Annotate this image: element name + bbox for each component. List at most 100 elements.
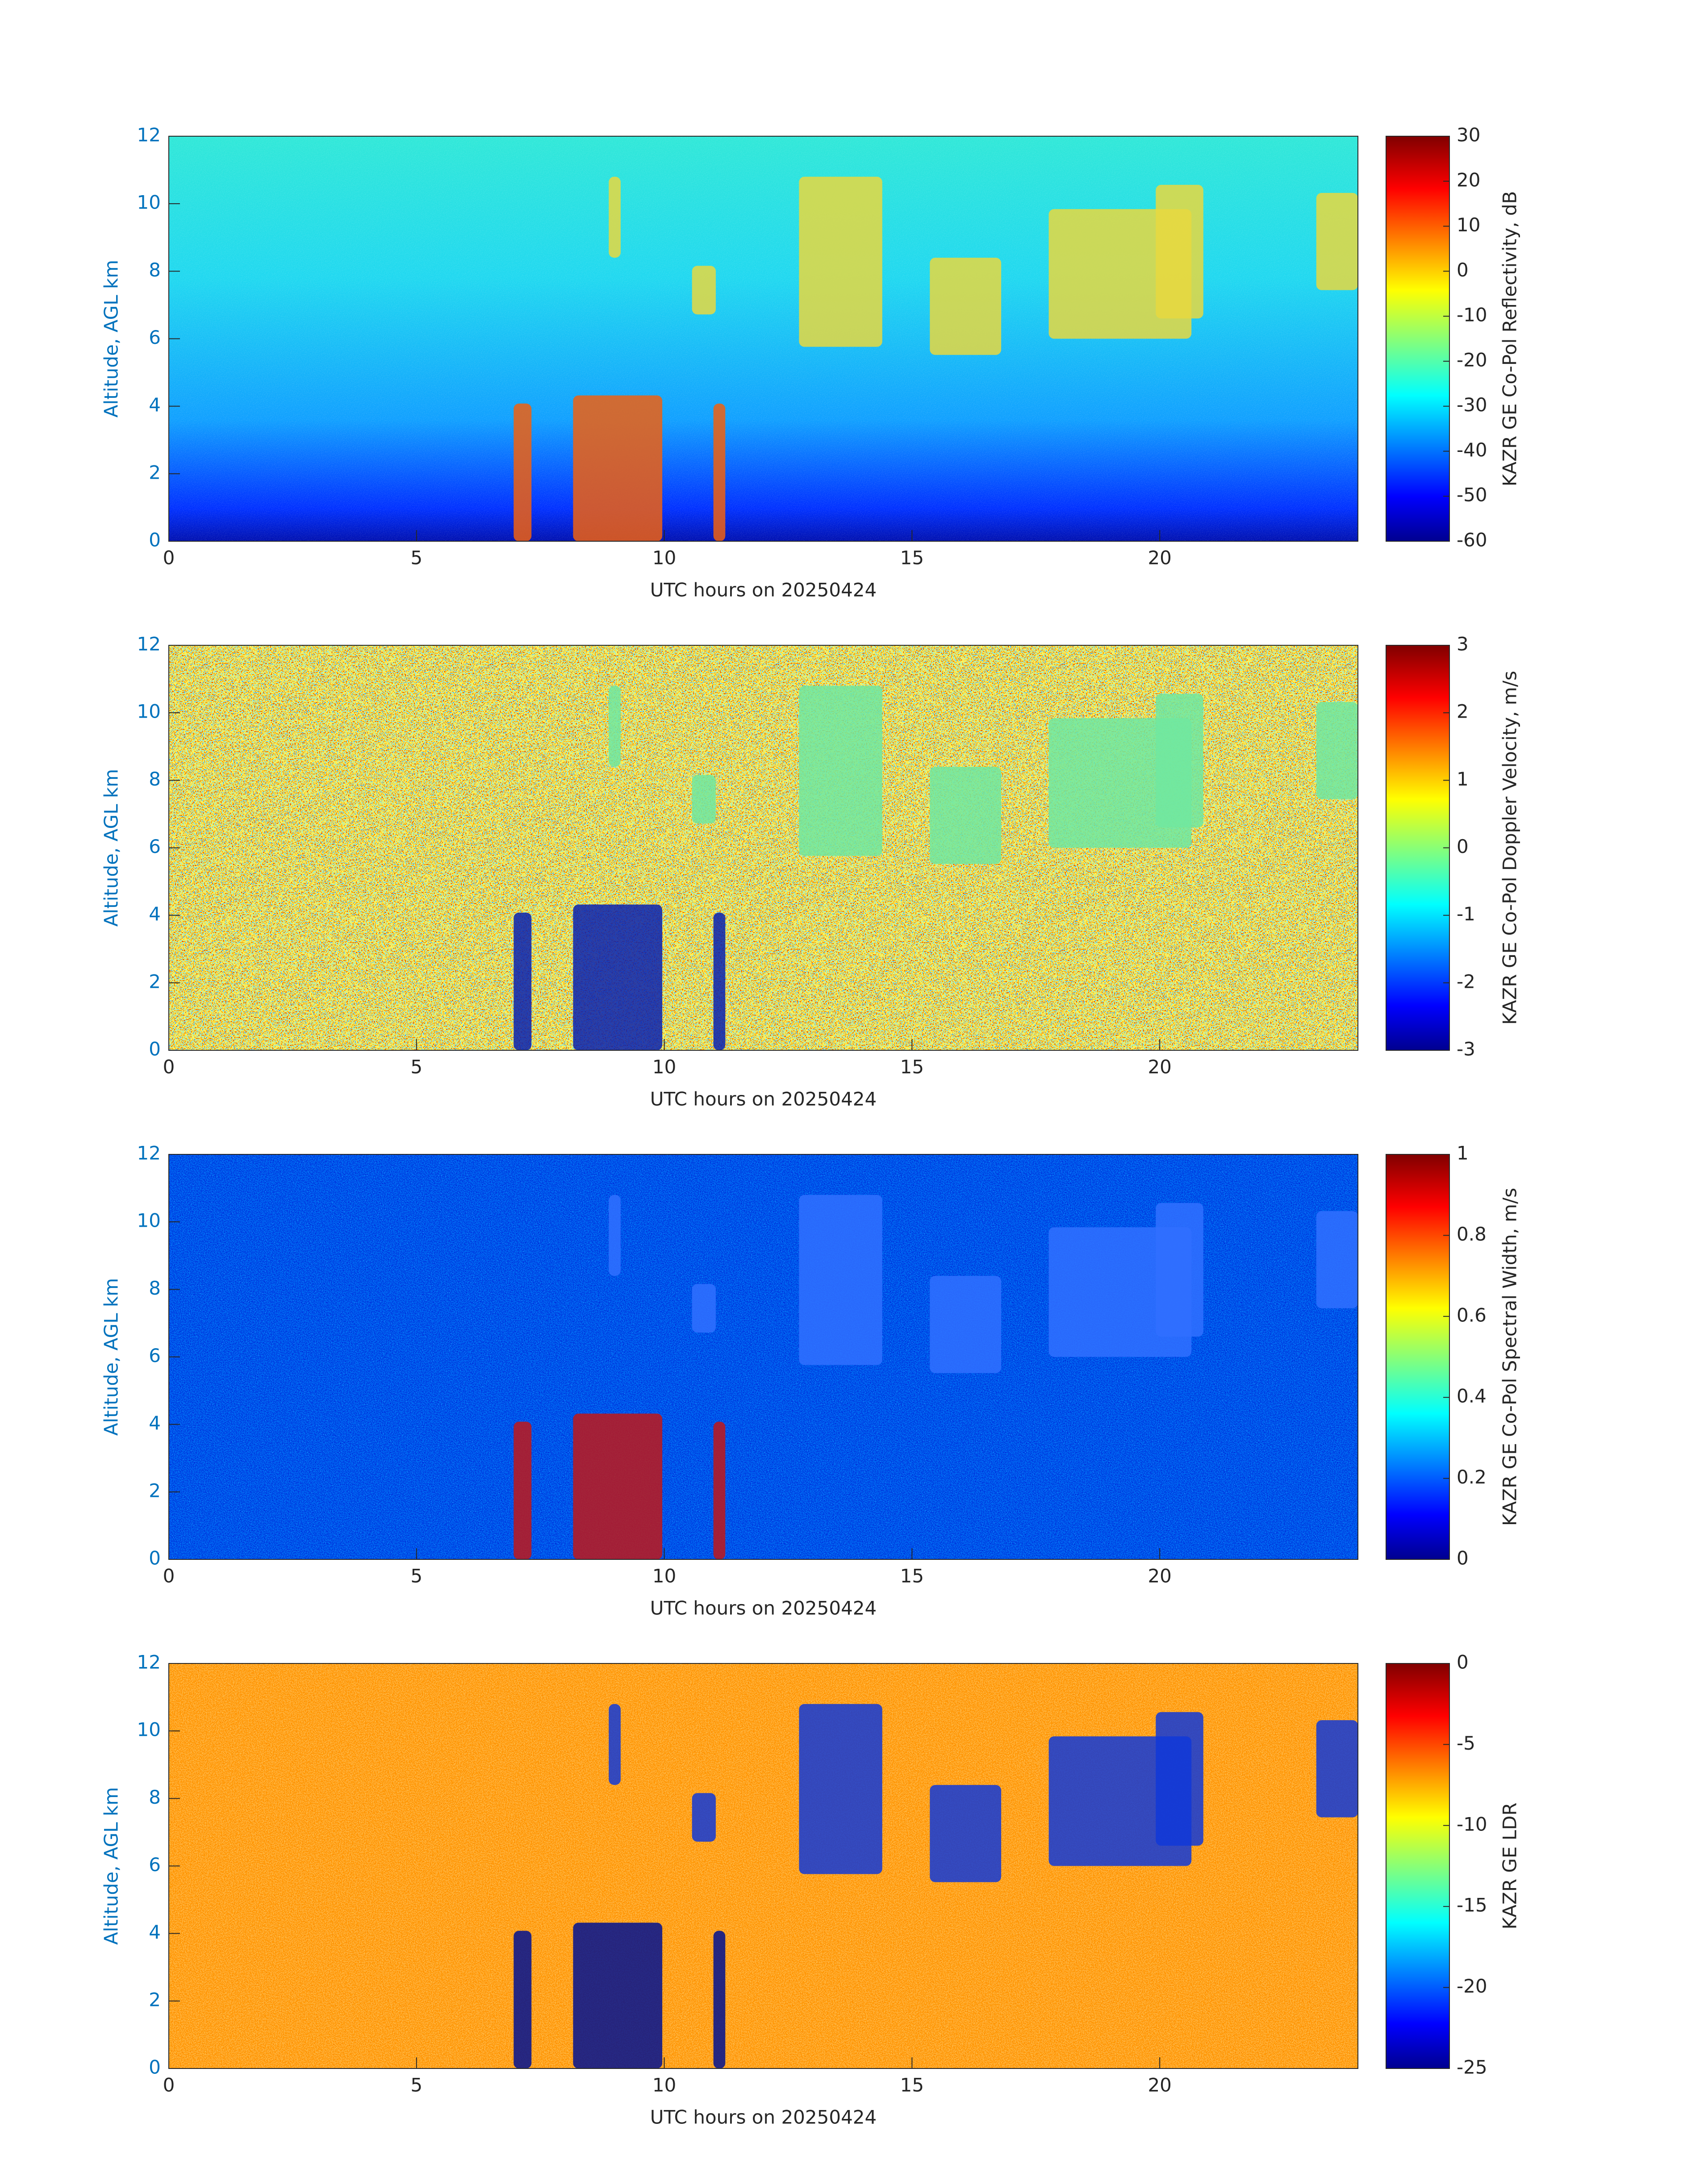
colorbar-label: KAZR GE LDR [1499, 1802, 1521, 1929]
echo-region [514, 403, 532, 541]
y-tick-label: 0 [149, 1547, 161, 1569]
colorbar-tick-label: -40 [1457, 439, 1487, 461]
y-tick-label: 12 [137, 124, 161, 146]
y-tick-label: 6 [149, 1854, 161, 1876]
echo-region [713, 403, 726, 541]
echo-region [609, 1195, 621, 1276]
colorbar-tick-label: 20 [1457, 169, 1480, 191]
echo-region [1156, 184, 1203, 319]
y-tick-label: 6 [149, 836, 161, 857]
y-tick-label: 4 [149, 394, 161, 416]
x-tick-label: 5 [410, 1565, 422, 1587]
echo-region [609, 176, 621, 258]
y-tick-label: 8 [149, 1277, 161, 1299]
x-tick-label: 0 [163, 2074, 175, 2096]
y-axis-label: Altitude, AGL km [100, 1787, 122, 1945]
echo-region [799, 1704, 882, 1874]
echo-region [930, 258, 1002, 355]
echo-region [1156, 1203, 1203, 1337]
y-tick-label: 0 [149, 1038, 161, 1060]
colorbar-tick-label: 1 [1457, 1142, 1469, 1164]
x-tick-label: 0 [163, 1056, 175, 1078]
echo-region [799, 176, 882, 347]
echo-region [930, 1276, 1002, 1373]
echo-region [514, 912, 532, 1050]
heatmap [169, 1663, 1358, 2068]
x-tick-label: 20 [1148, 1565, 1171, 1587]
y-tick-label: 2 [149, 1989, 161, 2010]
colorbar-tick-label: -15 [1457, 1894, 1487, 1916]
echo-region [799, 1195, 882, 1365]
y-tick-label: 12 [137, 1142, 161, 1164]
y-tick-label: 8 [149, 259, 161, 281]
colorbar-tick-label: 0.6 [1457, 1304, 1487, 1326]
x-axis-label: UTC hours on 20250424 [650, 1088, 877, 1110]
echo-region [692, 775, 716, 824]
echo-region [1316, 1211, 1358, 1308]
y-tick-label: 10 [137, 192, 161, 213]
y-tick-label: 10 [137, 1210, 161, 1232]
x-tick-label: 10 [652, 1565, 676, 1587]
heatmap [169, 1154, 1358, 1559]
echo-region [609, 685, 621, 767]
colorbar [1386, 136, 1450, 542]
colorbar-tick-label: -3 [1457, 1038, 1475, 1060]
x-tick-label: 20 [1148, 2074, 1171, 2096]
echo-region [609, 1704, 621, 1785]
y-tick-label: 2 [149, 1479, 161, 1501]
y-tick-label: 4 [149, 903, 161, 925]
y-tick-label: 4 [149, 1412, 161, 1434]
echo-region [930, 1785, 1002, 1882]
echo-region [692, 1284, 716, 1333]
colorbar-tick-label: 0 [1457, 1651, 1469, 1673]
y-tick-label: 0 [149, 2056, 161, 2078]
colorbar-label: KAZR GE Co-Pol Reflectivity, dB [1499, 191, 1521, 486]
echo-region [514, 1421, 532, 1559]
x-axis-label: UTC hours on 20250424 [650, 579, 877, 601]
echo-region [514, 1930, 532, 2068]
colorbar-tick-label: 0 [1457, 259, 1469, 281]
echo-region [573, 1413, 663, 1559]
echo-region [692, 266, 716, 315]
y-tick-label: 2 [149, 461, 161, 483]
x-tick-label: 10 [652, 2074, 676, 2096]
colorbar-tick-label: 0.4 [1457, 1385, 1487, 1407]
colorbar-tick-label: -20 [1457, 349, 1487, 371]
y-tick-label: 12 [137, 633, 161, 655]
colorbar [1386, 1663, 1450, 2069]
colorbar-tick-label: -20 [1457, 1975, 1487, 1997]
colorbar-tick-label: -10 [1457, 1813, 1487, 1835]
echo-region [573, 904, 663, 1050]
x-tick-label: 5 [410, 2074, 422, 2096]
x-tick-label: 15 [900, 547, 924, 569]
colorbar-tick-label: 0.2 [1457, 1466, 1487, 1488]
x-tick-label: 10 [652, 1056, 676, 1078]
x-tick-label: 0 [163, 547, 175, 569]
colorbar [1386, 645, 1450, 1051]
echo-region [1156, 1712, 1203, 1846]
y-tick-label: 0 [149, 529, 161, 551]
colorbar-tick-label: -10 [1457, 304, 1487, 326]
y-tick-label: 6 [149, 1345, 161, 1366]
heatmap [169, 136, 1358, 541]
y-tick-label: 8 [149, 1786, 161, 1808]
colorbar-tick-label: -2 [1457, 970, 1475, 992]
colorbar-tick-label: -5 [1457, 1732, 1475, 1754]
x-tick-label: 0 [163, 1565, 175, 1587]
y-tick-label: 4 [149, 1921, 161, 1943]
y-tick-label: 10 [137, 701, 161, 723]
colorbar-tick-label: 0 [1457, 1547, 1469, 1569]
colorbar-tick-label: 1 [1457, 768, 1469, 790]
x-tick-label: 15 [900, 1565, 924, 1587]
x-tick-label: 20 [1148, 547, 1171, 569]
echo-region [1316, 1720, 1358, 1818]
x-tick-label: 5 [410, 547, 422, 569]
y-axis-label: Altitude, AGL km [100, 1278, 122, 1436]
colorbar-tick-label: 30 [1457, 124, 1480, 146]
y-axis-label: Altitude, AGL km [100, 769, 122, 927]
x-tick-label: 15 [900, 2074, 924, 2096]
colorbar-tick-label: -50 [1457, 484, 1487, 506]
x-tick-label: 10 [652, 547, 676, 569]
